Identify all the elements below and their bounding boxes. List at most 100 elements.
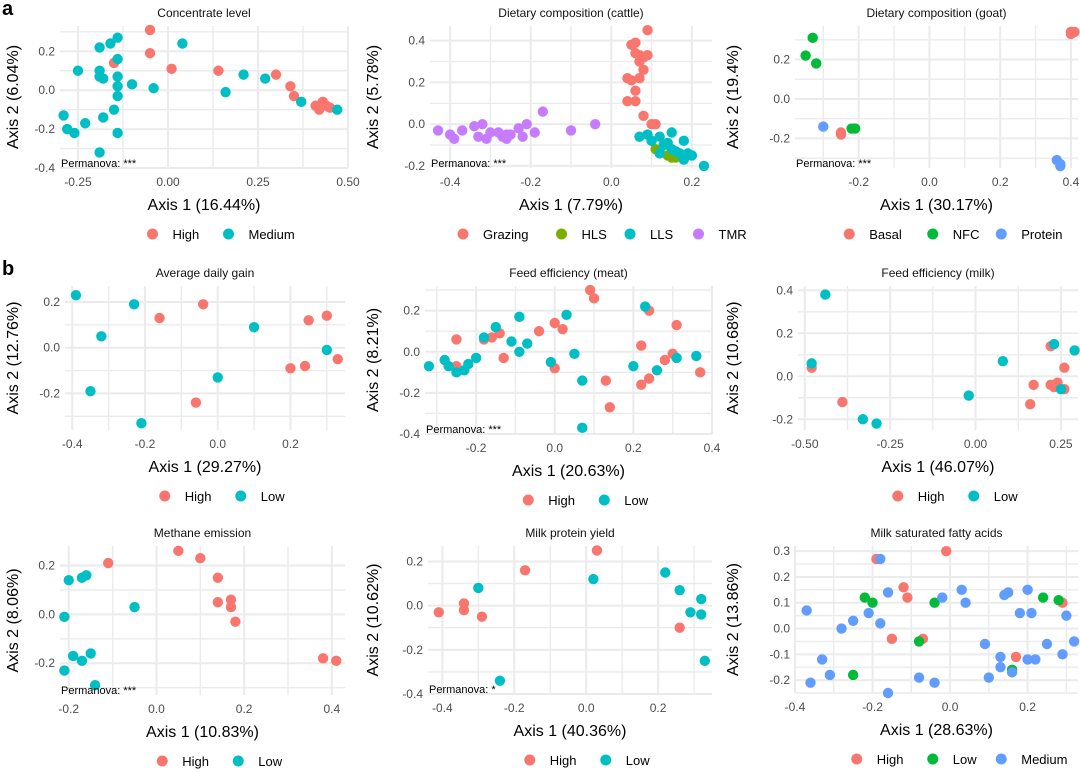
legend: High Low (159, 489, 285, 504)
data-point (96, 331, 107, 342)
data-point (220, 86, 231, 98)
y-tick-label: 0.2 (773, 53, 790, 67)
data-point (98, 112, 109, 123)
data-point (600, 375, 612, 386)
data-point (112, 90, 123, 102)
legend-key (147, 228, 158, 240)
data-point (537, 106, 548, 117)
legend-label: High (173, 227, 200, 242)
series-low (423, 301, 702, 434)
legend-label: Low (994, 489, 1018, 504)
data-point (195, 553, 206, 564)
data-point (473, 131, 484, 142)
y-tick-label: -0.2 (404, 159, 425, 173)
legend-key (892, 490, 904, 502)
panel-title: Average daily gain (156, 266, 255, 280)
x-axis-label: Axis 1 (46.07%) (882, 459, 995, 476)
data-point (671, 352, 682, 364)
y-axis-label: Axis 2 (8.06%) (5, 568, 22, 672)
x-axis-label: Axis 1 (28.63%) (880, 722, 993, 739)
data-point (836, 623, 847, 634)
data-point (963, 390, 974, 401)
y-tick-label: -0.1 (769, 647, 790, 661)
y-tick-label: -0.4 (402, 687, 423, 701)
data-point (260, 73, 271, 84)
data-point (696, 609, 707, 620)
y-tick-label: 0.0 (406, 599, 423, 613)
y-tick-label: 0.0 (408, 117, 425, 131)
y-tick-label: -0.2 (769, 673, 790, 687)
data-point (979, 638, 991, 650)
data-point (849, 123, 861, 134)
data-point (1010, 651, 1022, 663)
x-axis-label: Axis 1 (20.63%) (512, 463, 625, 480)
data-point (549, 317, 560, 329)
x-tick-label: -0.50 (791, 437, 819, 451)
data-point (533, 326, 545, 337)
y-tick-label: -0.2 (39, 386, 60, 400)
data-point (847, 615, 859, 626)
data-point (212, 596, 224, 608)
legend-key (159, 490, 171, 502)
data-point (59, 611, 70, 623)
legend-key (927, 753, 939, 765)
data-point (69, 127, 80, 139)
data-point (898, 582, 909, 593)
data-point (112, 32, 123, 43)
data-point (112, 127, 123, 139)
data-point (494, 675, 506, 686)
y-tick-label: 0.2 (776, 326, 793, 340)
data-point (628, 360, 639, 372)
y-tick-label: 0.0 (38, 83, 55, 97)
data-point (463, 358, 474, 370)
legend: Grazing HLS LLS TMR (457, 227, 747, 242)
data-point (1022, 584, 1033, 596)
data-point (129, 601, 140, 613)
data-point (98, 73, 109, 84)
x-tick-label: 0.2 (1019, 700, 1036, 714)
data-point (685, 607, 696, 618)
gridlines (428, 546, 712, 695)
legend-label: Low (624, 493, 648, 508)
y-tick-label: 0.2 (38, 44, 55, 58)
scatter-panel-1: Concentrate level -0.25 0.00 0.25 0.50 -0.4 -0… (5, 6, 360, 242)
scatter-panel-7: Methane emission -0.2 0.0 0.2 0.4 -0.2 0.0 0.2 A… (5, 526, 345, 769)
data-point (837, 396, 848, 408)
data-point (108, 104, 120, 115)
scatter-panel-4: Average daily gain -0.4 -0.2 0.0 0.2 -0.2 0.0 0… (5, 266, 345, 504)
gridlines (794, 546, 1078, 694)
data-point (85, 385, 96, 397)
x-tick-label: -0.25 (64, 175, 92, 189)
data-point (875, 618, 886, 629)
x-tick-label: 0.25 (1049, 437, 1073, 451)
data-point (1041, 638, 1053, 650)
data-point (929, 677, 940, 688)
data-point (902, 592, 913, 603)
data-point (863, 607, 874, 619)
data-point (956, 584, 967, 596)
data-point (144, 24, 156, 36)
y-axis-label: Axis 2 (6.04%) (5, 45, 22, 149)
data-point (1003, 587, 1014, 598)
data-point (1006, 667, 1018, 678)
legend-key (693, 228, 704, 240)
data-point (285, 363, 296, 374)
data-point (514, 311, 525, 323)
y-tick-label: 0.2 (773, 570, 790, 584)
x-tick-label: -0.25 (877, 437, 905, 451)
x-tick-label: -0.2 (848, 175, 869, 189)
legend-key (235, 490, 247, 502)
y-axis-label: Axis 2 (10.68%) (725, 302, 742, 415)
x-tick-label: 0.00 (156, 175, 180, 189)
data-point (486, 332, 498, 343)
y-tick-label: 0.3 (773, 544, 790, 558)
data-point (577, 422, 588, 434)
data-point (94, 147, 105, 158)
data-point (565, 125, 577, 136)
scatter-panel-8: Milk protein yield -0.4 -0.2 0.0 0.2 -0.4 -0.2… (365, 526, 712, 768)
data-point (678, 135, 689, 147)
data-point (805, 677, 816, 688)
permanova-annotation: Permanova: *** (426, 424, 502, 436)
x-tick-label: -0.4 (62, 437, 83, 451)
y-tick-label: -0.2 (34, 122, 55, 136)
